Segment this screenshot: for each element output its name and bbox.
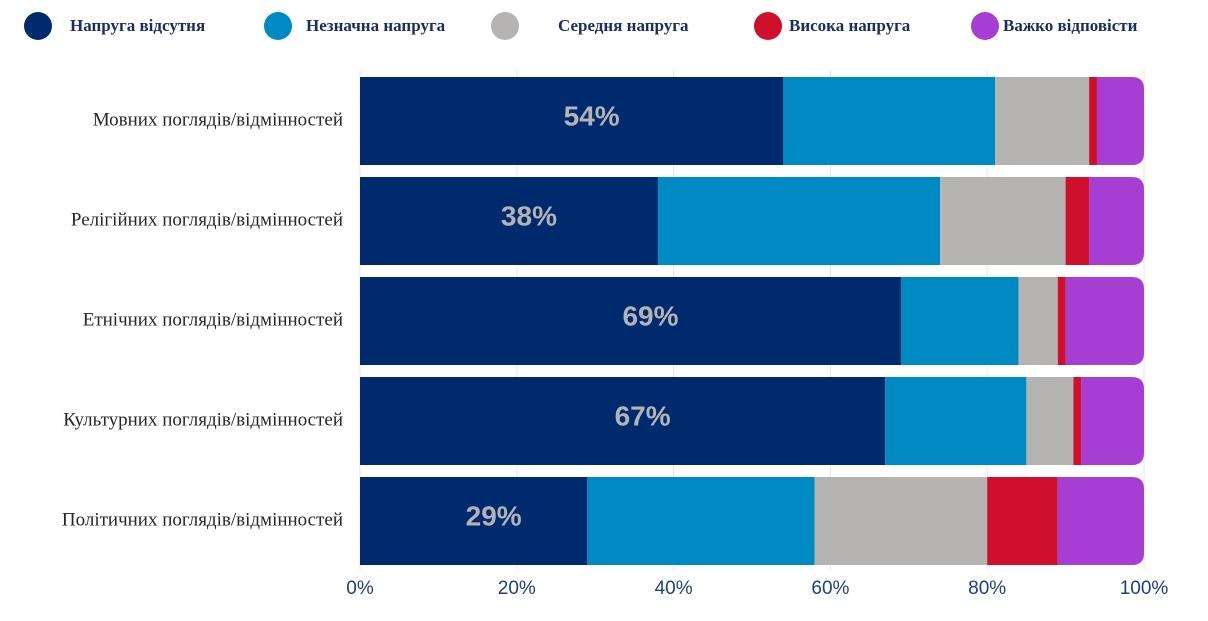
value-label: 54% <box>564 100 620 131</box>
bar-segment <box>1057 277 1066 365</box>
bar-segment <box>1018 277 1058 365</box>
value-label: 67% <box>615 400 671 431</box>
bar-segment <box>1065 177 1090 265</box>
x-tick-label: 20% <box>498 578 536 599</box>
bar-segment <box>1065 277 1144 365</box>
category-label: Культурних поглядів/відмінностей <box>63 409 343 430</box>
x-tick-label: 60% <box>811 578 849 599</box>
legend-marker <box>264 12 292 40</box>
legend-label: Незначна напруга <box>306 16 446 35</box>
bar-segment <box>360 277 901 365</box>
value-label: 38% <box>501 200 557 231</box>
bar-segment <box>360 177 658 265</box>
bar-segment <box>814 477 988 565</box>
legend-label: Напруга відсутня <box>70 16 205 35</box>
legend-label: Висока напруга <box>789 16 911 35</box>
bar-segment <box>987 477 1058 565</box>
bar-segment <box>360 377 886 465</box>
category-label: Релігійних поглядів/відмінностей <box>71 209 343 230</box>
category-label: Етнічних поглядів/відмінностей <box>83 309 343 330</box>
bar-segment <box>1081 377 1144 465</box>
bar-segment <box>1089 77 1097 165</box>
bar-segment <box>995 77 1090 165</box>
legend-marker <box>754 12 782 40</box>
bar-segment <box>900 277 1019 365</box>
x-tick-label: 80% <box>968 578 1006 599</box>
value-label: 69% <box>622 300 678 331</box>
legend-label: Важко відповісти <box>1003 16 1138 35</box>
bar-segment <box>360 477 588 565</box>
legend-marker <box>491 12 519 40</box>
bar-segment <box>783 77 996 165</box>
bar-segment <box>1073 377 1082 465</box>
category-label: Мовних поглядів/відмінностей <box>93 109 343 130</box>
bar-segment <box>1096 77 1144 165</box>
value-label: 29% <box>466 500 522 531</box>
bar-segment <box>360 77 784 165</box>
legend-marker <box>24 12 52 40</box>
bar-segment <box>1057 477 1144 565</box>
bar-segment <box>940 177 1066 265</box>
bar-segment <box>657 177 941 265</box>
bar-segment <box>885 377 1027 465</box>
bar-segment <box>1089 177 1144 265</box>
bar-segment <box>587 477 815 565</box>
legend-label: Середня напруга <box>558 16 689 35</box>
x-tick-label: 0% <box>346 578 374 599</box>
category-label: Політичних поглядів/відмінностей <box>62 509 343 530</box>
x-tick-label: 40% <box>655 578 693 599</box>
legend-marker <box>971 12 999 40</box>
bar-segment <box>1026 377 1074 465</box>
x-tick-label: 100% <box>1120 578 1169 599</box>
